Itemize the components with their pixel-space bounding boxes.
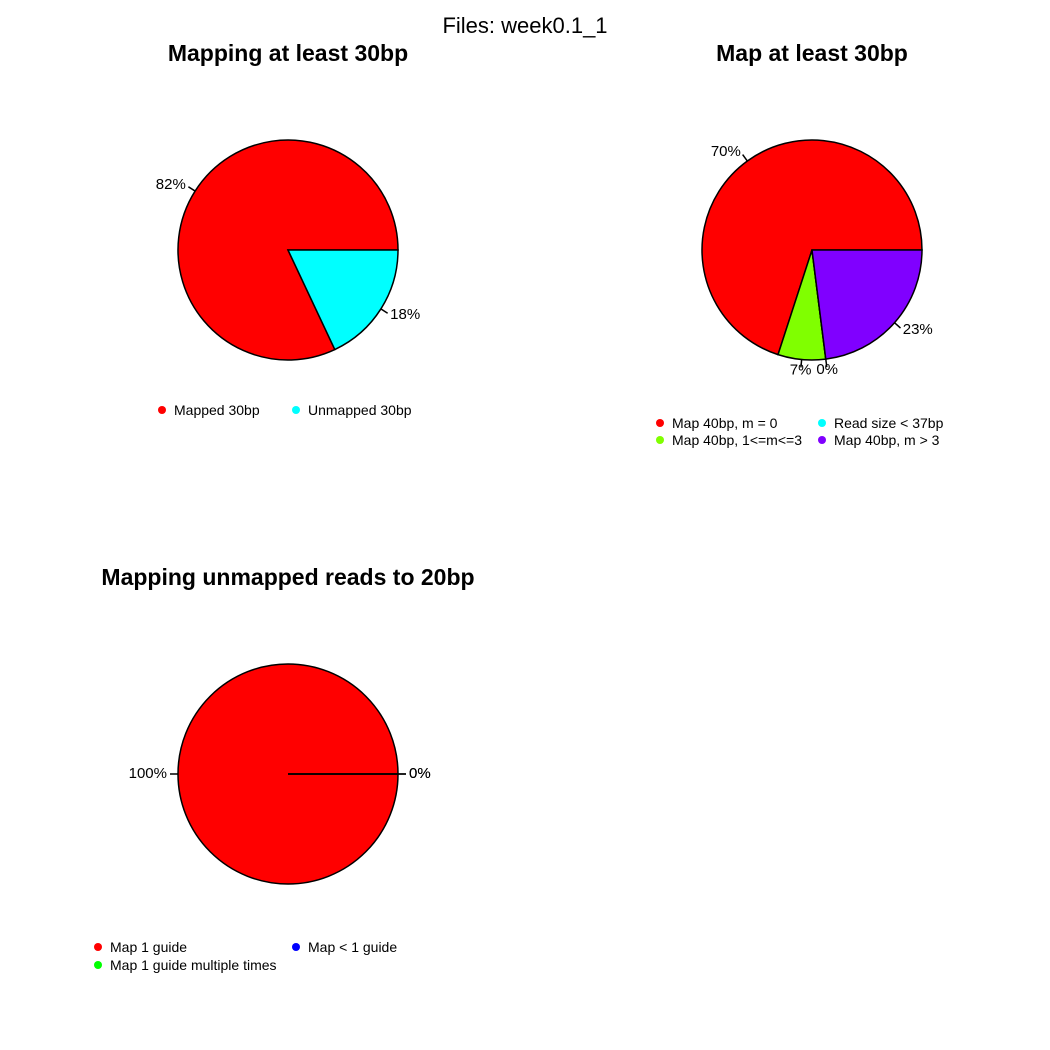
legend-marker bbox=[292, 943, 300, 951]
slice-percent-label: 7% bbox=[790, 361, 812, 378]
legend-marker bbox=[818, 419, 826, 427]
legend-item-label: Map 1 guide bbox=[110, 939, 187, 955]
legend-item-label: Unmapped 30bp bbox=[308, 402, 412, 418]
slice-percent-label: 0% bbox=[816, 361, 838, 378]
pie-chart-mapping-30bp: Mapping at least 30bp 82% 18% Mapped 30bp… bbox=[156, 40, 420, 418]
pie-slice bbox=[286, 249, 399, 351]
slice-percent-label: 100% bbox=[129, 765, 167, 782]
chart-title: Map at least 30bp bbox=[716, 40, 908, 66]
pie-slices bbox=[177, 139, 399, 361]
slice-percent-label: 0% bbox=[409, 765, 431, 782]
pie-slices bbox=[177, 663, 399, 885]
legend-marker bbox=[656, 419, 664, 427]
label-tick bbox=[825, 359, 828, 368]
pie-labels: 82% 18% bbox=[156, 176, 420, 323]
legend-marker bbox=[94, 943, 102, 951]
page-title: Files: week0.1_1 bbox=[442, 13, 607, 38]
slice-percent-label: 0% bbox=[409, 765, 431, 782]
legend-item-label: Map 40bp, 1<=m<=3 bbox=[672, 432, 802, 448]
pie-labels: 70% 7% 0% 23% bbox=[711, 143, 933, 378]
legend-item-label: Map < 1 guide bbox=[308, 939, 397, 955]
label-tick bbox=[800, 359, 803, 368]
pie-chart-map-30bp: Map at least 30bp 70% 7% 0% 23% Map 40bp, m… bbox=[656, 40, 944, 448]
slice-percent-label: 70% bbox=[711, 143, 741, 160]
pie-chart-unmapped-20bp: Mapping unmapped reads to 20bp 100% 0%0% … bbox=[94, 564, 475, 973]
slice-percent-label: 82% bbox=[156, 176, 186, 193]
legend-marker bbox=[158, 406, 166, 414]
pie-labels: 100% 0%0% bbox=[129, 765, 431, 782]
legend-marker bbox=[818, 436, 826, 444]
pie-slices bbox=[701, 139, 923, 361]
chart-title: Mapping at least 30bp bbox=[168, 40, 408, 66]
legend-marker bbox=[656, 436, 664, 444]
legend: Map 1 guide Map < 1 guide Map 1 guide mult… bbox=[94, 939, 397, 973]
chart-title: Mapping unmapped reads to 20bp bbox=[101, 564, 474, 590]
pie-slice bbox=[811, 249, 923, 360]
slice-percent-label: 23% bbox=[903, 321, 933, 338]
legend-item-label: Read size < 37bp bbox=[834, 415, 944, 431]
legend-item-label: Map 40bp, m > 3 bbox=[834, 432, 940, 448]
legend: Mapped 30bp Unmapped 30bp bbox=[158, 402, 412, 418]
legend-item-label: Map 1 guide multiple times bbox=[110, 957, 277, 973]
label-tick bbox=[742, 154, 748, 162]
slice-percent-label: 18% bbox=[390, 306, 420, 323]
label-tick bbox=[380, 308, 389, 314]
legend-marker bbox=[94, 961, 102, 969]
label-tick bbox=[187, 186, 196, 192]
label-tick bbox=[894, 322, 902, 329]
legend-item-label: Mapped 30bp bbox=[174, 402, 260, 418]
legend-item-label: Map 40bp, m = 0 bbox=[672, 415, 778, 431]
legend-marker bbox=[292, 406, 300, 414]
